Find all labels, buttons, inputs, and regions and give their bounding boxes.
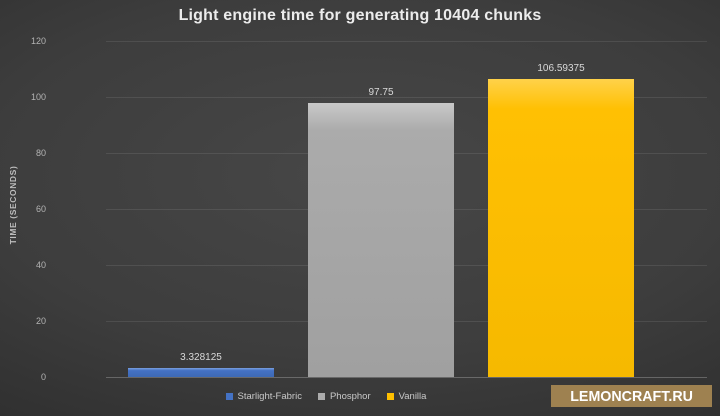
legend-item-vanilla: Vanilla: [386, 390, 427, 402]
y-tick-label-0: 0: [40, 372, 46, 382]
watermark: LEMONCRAFT.RU: [551, 385, 712, 407]
y-tick-label-60: 60: [35, 204, 46, 214]
bar-starlight-fabric: [128, 367, 274, 377]
bar-value-label-starlight-fabric: 3.328125: [180, 351, 222, 363]
bar-phosphor: [308, 103, 454, 377]
legend-label-phosphor: Phosphor: [329, 390, 371, 402]
chart-title: Light engine time for generating 10404 c…: [178, 7, 542, 24]
y-tick-label-20: 20: [35, 316, 46, 326]
bar-vanilla: [488, 78, 634, 377]
watermark-text: LEMONCRAFT.RU: [570, 387, 693, 405]
legend-swatch-icon-phosphor: [317, 392, 325, 400]
legend-swatch-icon-vanilla: [386, 392, 394, 400]
gridline-100: [106, 97, 707, 98]
legend-swatch-icon-starlight-fabric: [225, 392, 233, 400]
y-tick-label-120: 120: [30, 36, 46, 46]
legend: Starlight-Fabric Phosphor Vanilla: [0, 389, 652, 403]
legend-label-vanilla: Vanilla: [398, 390, 427, 402]
legend-item-phosphor: Phosphor: [317, 390, 371, 402]
legend-label-starlight-fabric: Starlight-Fabric: [237, 390, 302, 402]
plot-area: 3.328125 97.75 106.59375: [106, 41, 707, 378]
legend-item-starlight-fabric: Starlight-Fabric: [225, 390, 302, 402]
gridline-120: [106, 41, 707, 42]
y-tick-label-100: 100: [30, 92, 46, 102]
y-tick-label-80: 80: [35, 148, 46, 158]
bar-value-label-phosphor: 97.75: [368, 87, 394, 99]
bar-value-label-vanilla: 106.59375: [537, 62, 585, 74]
y-tick-label-40: 40: [35, 260, 46, 270]
gridline-0: [106, 377, 707, 378]
